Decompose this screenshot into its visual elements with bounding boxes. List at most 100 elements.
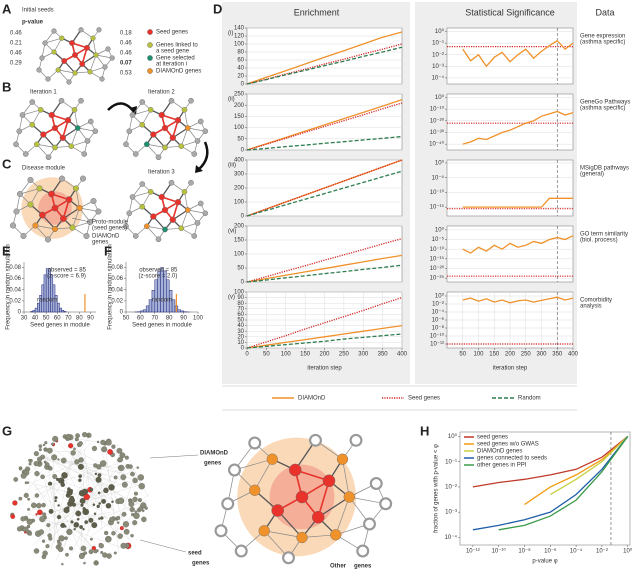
- y-tick-label: 140: [234, 26, 245, 32]
- y-tick-label: 400: [234, 158, 245, 164]
- node: [58, 535, 65, 542]
- arrowhead: [195, 165, 203, 173]
- node: [137, 498, 142, 503]
- p-value: 0.29: [10, 61, 22, 67]
- node: [46, 447, 53, 454]
- edge: [187, 127, 206, 132]
- node: [98, 502, 102, 505]
- node: [26, 481, 30, 484]
- g-label: genes: [354, 564, 372, 570]
- edge: [34, 463, 117, 491]
- node: [78, 553, 85, 559]
- node: [57, 504, 60, 507]
- x-tick-label: 250: [339, 352, 350, 358]
- node: [72, 502, 77, 507]
- node: [75, 433, 80, 438]
- node: [79, 61, 86, 67]
- node: [33, 548, 40, 554]
- node: [120, 542, 127, 549]
- node: [45, 236, 52, 243]
- edge: [72, 499, 148, 530]
- node: [87, 118, 94, 125]
- y-tick-label: 200: [234, 103, 245, 109]
- node: [113, 475, 118, 480]
- a-title: Initial seeds: [22, 8, 54, 14]
- node: [69, 40, 75, 46]
- panel-letter: C: [2, 156, 12, 171]
- series-line: [246, 31, 403, 85]
- p-value: 0.46: [10, 31, 22, 37]
- node: [31, 502, 37, 509]
- y-tick-label: 60: [237, 312, 244, 318]
- node: [81, 432, 88, 438]
- node: [96, 464, 102, 470]
- node: [28, 458, 31, 462]
- node: [91, 522, 98, 529]
- node: [122, 521, 130, 528]
- node: [84, 44, 90, 51]
- node: [26, 524, 31, 529]
- legend-label: genes connected to seeds: [477, 456, 547, 462]
- x-tick-label: 250: [521, 352, 532, 358]
- node: [137, 474, 145, 481]
- plot-area: [246, 93, 403, 151]
- node: [178, 143, 185, 149]
- node: [29, 121, 36, 128]
- node: [57, 542, 62, 547]
- node: [99, 76, 105, 82]
- annotation: (z-score = 6.9): [47, 274, 86, 280]
- y-tick-label: 10⁻⁶: [432, 317, 445, 324]
- node: [138, 506, 144, 511]
- node: [34, 471, 40, 477]
- node: [45, 76, 51, 82]
- edge: [187, 209, 206, 214]
- node: [106, 553, 112, 559]
- center-label: random: [37, 298, 57, 304]
- node: [168, 179, 175, 186]
- edge: [71, 140, 88, 147]
- y-tick-label: 10⁻²⁵: [430, 275, 445, 282]
- x-tick-label: 40: [32, 316, 39, 322]
- x-tick-label: 350: [378, 352, 389, 358]
- y-tick-label: 80: [237, 50, 244, 56]
- node: [68, 143, 75, 149]
- node: [91, 545, 96, 551]
- node: [155, 236, 162, 243]
- node: [45, 154, 52, 161]
- edge: [62, 459, 106, 476]
- node: [35, 513, 38, 516]
- edge: [181, 140, 198, 147]
- y-tick-label: 50: [237, 266, 244, 272]
- node: [34, 493, 40, 498]
- node: [143, 223, 150, 230]
- legend-label: Gene selected: [156, 56, 195, 62]
- node: [336, 453, 349, 465]
- bar: [32, 310, 36, 313]
- node: [126, 210, 133, 217]
- bar: [30, 311, 34, 313]
- y-tick-label: 0.04: [9, 287, 21, 293]
- y-tick-label: 10⁰: [435, 94, 445, 101]
- node: [138, 483, 145, 490]
- node: [78, 474, 83, 479]
- x-tick-label: 10⁻²: [596, 549, 608, 555]
- node: [38, 444, 43, 448]
- node: [57, 546, 64, 552]
- node: [40, 131, 47, 138]
- node: [58, 97, 65, 104]
- x-axis-title: p-value φ: [532, 559, 557, 565]
- node: [39, 211, 46, 219]
- x-tick-label: 70: [65, 316, 72, 322]
- node: [44, 441, 48, 445]
- y-tick-label: 10⁻¹⁵: [430, 255, 445, 262]
- edge: [61, 446, 139, 519]
- y-tick-label: 0.02: [9, 298, 21, 304]
- edge: [146, 143, 166, 148]
- node: [23, 492, 29, 498]
- node: [86, 434, 90, 437]
- edge: [55, 463, 135, 527]
- edge: [35, 225, 56, 230]
- edge: [95, 54, 113, 59]
- node: [38, 448, 42, 452]
- y-tick-label: 10⁻²⁰: [430, 117, 445, 124]
